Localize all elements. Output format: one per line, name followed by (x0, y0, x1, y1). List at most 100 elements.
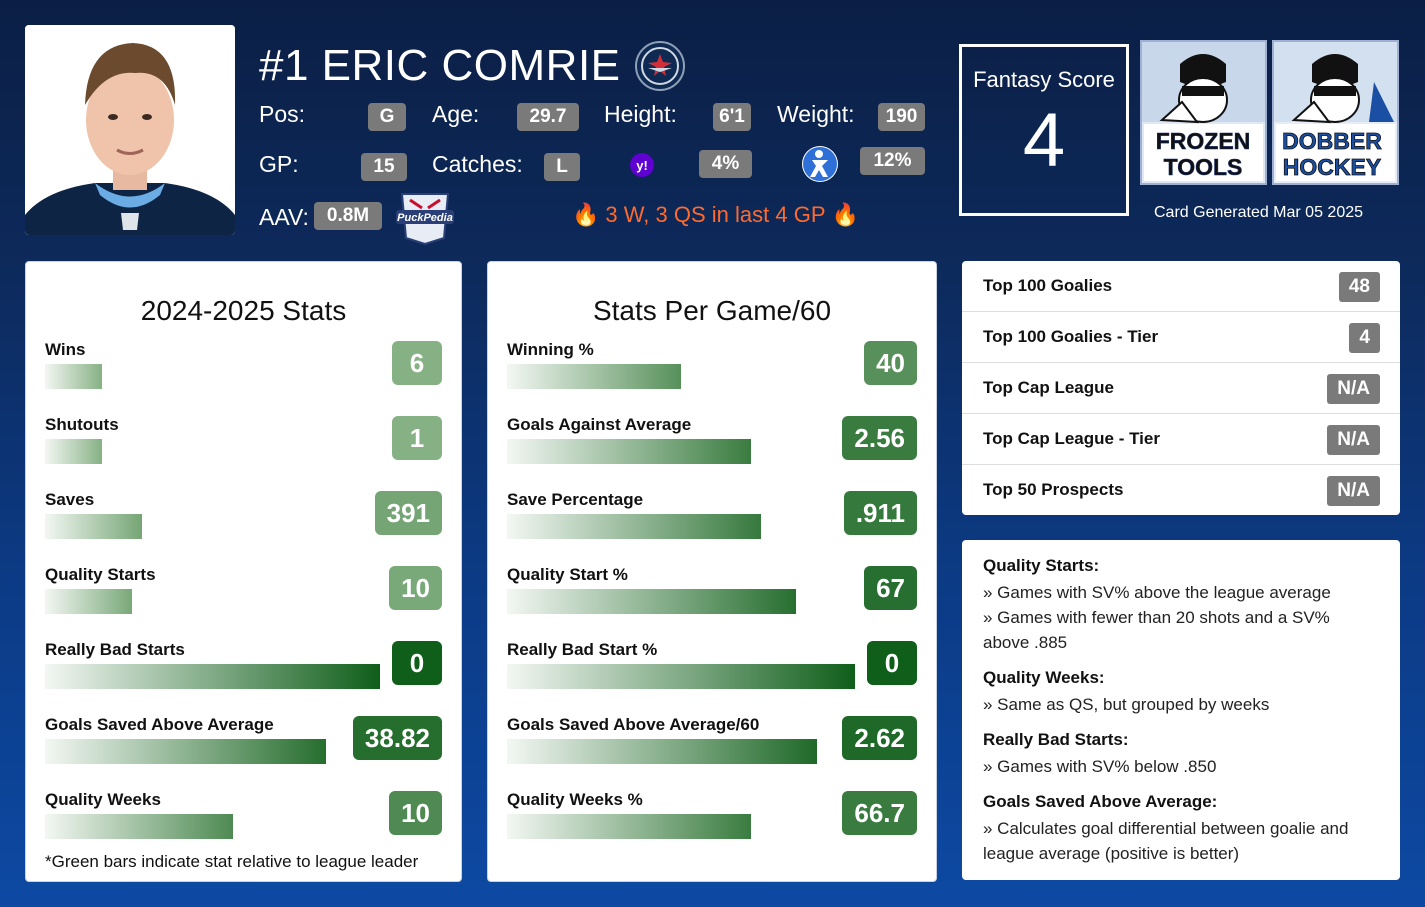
season-stat-bar (45, 739, 326, 764)
definition-heading: Really Bad Starts: (983, 730, 1129, 749)
per-game-stat-label: Quality Weeks % (507, 790, 643, 809)
player-header: #1 ERIC COMRIE (259, 38, 685, 94)
pos-value: G (368, 103, 406, 131)
ranking-value: N/A (1327, 476, 1380, 506)
season-stats-panel: 2024-2025 Stats Wins 6 Shutouts 1 Saves 391 Qu… (25, 261, 462, 882)
definition-heading: Quality Starts: (983, 556, 1100, 575)
puckpedia-logo: PuckPedia (392, 188, 458, 246)
per-game-stat-value: 66.7 (842, 791, 917, 835)
per-game-stat-label: Goals Against Average (507, 415, 692, 434)
season-stat-value: 10 (389, 791, 442, 835)
height-value: 6'1 (713, 103, 751, 131)
definitions-panel: Quality Starts: » Games with SV% above th… (962, 540, 1400, 880)
per-game-stat-bar (507, 364, 681, 389)
ranking-value: N/A (1327, 425, 1380, 455)
frozen-word: FROZEN (1156, 128, 1251, 154)
espn-fantasy-icon (802, 146, 838, 182)
per-game-stat-bar (507, 814, 751, 839)
per-game-stat-bar (507, 739, 817, 764)
ranking-row: Top Cap League - Tier N/A (962, 414, 1400, 465)
ranking-label: Top 50 Prospects (983, 480, 1124, 499)
per-game-stat-label: Really Bad Start % (507, 640, 658, 659)
aav-value: 0.8M (314, 202, 382, 230)
per-game-stat-label: Goals Saved Above Average/60 (507, 715, 760, 734)
ranking-row: Top 50 Prospects N/A (962, 465, 1400, 516)
season-stat-label: Goals Saved Above Average (45, 715, 274, 734)
dobber-hockey-logo: DOBBER HOCKEY (1272, 40, 1399, 185)
definition-text: » Games with SV% below .850 (983, 757, 1217, 776)
hot-streak: 🔥 3 W, 3 QS in last 4 GP 🔥 (572, 202, 859, 228)
per-game-stats-title: Stats Per Game/60 (592, 295, 832, 326)
streak-text: 3 W, 3 QS in last 4 GP (605, 202, 826, 227)
gp-label: GP: (259, 151, 299, 177)
season-stat-label: Shutouts (45, 415, 119, 434)
season-stat-bar (45, 589, 132, 614)
season-stat-value: 0 (392, 641, 442, 685)
season-stat-value: 391 (374, 491, 442, 535)
age-value: 29.7 (517, 103, 579, 131)
yahoo-rostered-pct: 4% (699, 150, 752, 178)
per-game-stat-value: 67 (864, 566, 917, 610)
per-game-stat-bar (507, 439, 751, 464)
ranking-label: Top Cap League (983, 378, 1114, 397)
definition-text: » Same as QS, but grouped by weeks (983, 695, 1270, 714)
season-stat-bar (45, 364, 102, 389)
card-generated-date: Card Generated Mar 05 2025 (1154, 204, 1364, 221)
per-game-stat-bar (507, 589, 796, 614)
height-label: Height: (604, 101, 677, 127)
per-game-stat-label: Quality Start % (507, 565, 628, 584)
fire-icon: 🔥 (572, 202, 600, 227)
season-stat-label: Saves (45, 490, 95, 509)
aav-label: AAV: (259, 204, 309, 230)
season-stat-value: 10 (389, 566, 442, 610)
per-game-stat-value: .911 (843, 491, 917, 535)
per-game-stat-value: 40 (864, 341, 917, 385)
per-game-stat-value: 2.62 (842, 716, 917, 760)
per-game-stats-panel: Stats Per Game/60 Winning % 40 Goals Again… (487, 261, 937, 882)
ranking-value: N/A (1327, 374, 1380, 404)
per-game-stat-label: Winning % (507, 340, 594, 359)
jets-logo-icon (634, 41, 685, 91)
season-stats-title: 2024-2025 Stats (140, 295, 347, 326)
yahoo-icon: y! (630, 153, 654, 177)
espn-rostered-pct: 12% (860, 147, 925, 175)
player-name: #1 ERIC COMRIE (259, 41, 621, 90)
catches-label: Catches: (432, 151, 523, 177)
season-stat-bar (45, 439, 102, 464)
fantasy-score-value: 4 (1022, 98, 1066, 183)
player-photo (25, 25, 235, 235)
svg-text:PuckPedia: PuckPedia (397, 212, 453, 224)
definition-text: » Games with SV% above the league averag… (983, 583, 1331, 602)
per-game-stat-value: 2.56 (842, 416, 917, 460)
fire-icon: 🔥 (831, 202, 859, 227)
weight-label: Weight: (777, 101, 855, 127)
rankings-panel: Top 100 Goalies 48 Top 100 Goalies - Tier 4… (962, 261, 1400, 515)
season-stat-value: 1 (392, 416, 442, 460)
weight-value: 190 (878, 103, 925, 131)
dobber-word: DOBBER (1282, 128, 1382, 154)
tools-word: TOOLS (1164, 154, 1243, 180)
season-stat-bar (45, 664, 380, 689)
ranking-label: Top 100 Goalies (983, 276, 1113, 295)
bar-footnote: *Green bars indicate stat relative to le… (45, 852, 419, 871)
gp-value: 15 (361, 153, 407, 181)
ranking-value: 48 (1338, 272, 1380, 302)
hockey-word: HOCKEY (1283, 154, 1381, 180)
catches-value: L (544, 153, 580, 181)
age-label: Age: (432, 101, 480, 127)
definition-text: » Calculates goal differential between g… (983, 819, 1349, 863)
definition-heading: Goals Saved Above Average: (983, 792, 1218, 811)
per-game-stat-label: Save Percentage (507, 490, 644, 509)
per-game-stat-value: 0 (867, 641, 917, 685)
ranking-row: Top 100 Goalies 48 (962, 261, 1400, 312)
definition-heading: Quality Weeks: (983, 668, 1105, 687)
fantasy-score-box: Fantasy Score 4 (959, 44, 1129, 216)
ranking-label: Top Cap League - Tier (983, 429, 1160, 448)
ranking-row: Top Cap League N/A (962, 363, 1400, 414)
season-stat-bar (45, 514, 142, 539)
per-game-stat-bar (507, 514, 761, 539)
per-game-stat-bar (507, 664, 855, 689)
season-stat-label: Really Bad Starts (45, 640, 185, 659)
season-stat-bar (45, 814, 233, 839)
frozen-tools-logo: FROZEN TOOLS (1140, 40, 1267, 185)
